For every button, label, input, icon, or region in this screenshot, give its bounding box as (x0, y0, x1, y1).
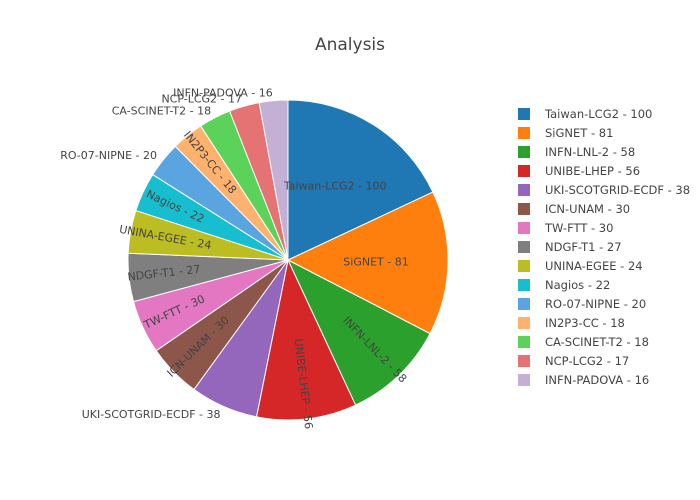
legend-label[interactable]: Nagios - 22 (545, 278, 610, 292)
legend-swatch[interactable] (518, 184, 530, 196)
legend-swatch[interactable] (518, 203, 530, 215)
legend-swatch[interactable] (518, 374, 530, 386)
pie-slice-infn-padova[interactable] (258, 99, 289, 261)
slice-label: INFN-PADOVA - 16 (173, 87, 273, 100)
slice-label: SiGNET - 81 (343, 256, 408, 269)
slice-label: RO-07-NIPNE - 20 (60, 149, 157, 162)
legend-label[interactable]: INFN-LNL-2 - 58 (545, 145, 635, 159)
legend-swatch[interactable] (518, 260, 530, 272)
legend-label[interactable]: Taiwan-LCG2 - 100 (544, 107, 652, 121)
legend-swatch[interactable] (518, 317, 530, 329)
legend-swatch[interactable] (518, 127, 530, 139)
legend-swatch[interactable] (518, 298, 530, 310)
pie-slice-signet[interactable] (286, 191, 449, 335)
legend-label[interactable]: SiGNET - 81 (545, 126, 613, 140)
legend-label[interactable]: UNIBE-LHEP - 56 (545, 164, 640, 178)
legend-label[interactable]: CA-SCINET-T2 - 18 (545, 335, 649, 349)
legend-label[interactable]: RO-07-NIPNE - 20 (545, 297, 646, 311)
legend-label[interactable]: NCP-LCG2 - 17 (545, 354, 629, 368)
legend: Taiwan-LCG2 - 100 SiGNET - 81 INFN-LNL-2 -… (518, 107, 690, 387)
legend-label[interactable]: IN2P3-CC - 18 (545, 316, 625, 330)
slice-label: NCP-LCG2 - 17 (161, 92, 242, 105)
legend-swatch[interactable] (518, 165, 530, 177)
chart-title: Analysis (315, 35, 385, 55)
pie-slices (127, 99, 449, 421)
slice-label: CA-SCINET-T2 - 18 (112, 105, 211, 118)
slice-label: UKI-SCOTGRID-ECDF - 38 (82, 408, 221, 421)
legend-label[interactable]: UKI-SCOTGRID-ECDF - 38 (545, 183, 690, 197)
legend-swatch[interactable] (518, 355, 530, 367)
legend-swatch[interactable] (518, 108, 530, 120)
legend-label[interactable]: UNINA-EGEE - 24 (545, 259, 643, 273)
legend-label[interactable]: TW-FTT - 30 (544, 221, 613, 235)
legend-label[interactable]: INFN-PADOVA - 16 (545, 373, 649, 387)
pie-slice-unibe-lhep[interactable] (255, 258, 357, 421)
pie-slice-taiwan-lcg2[interactable] (287, 99, 434, 261)
slice-label: Taiwan-LCG2 - 100 (283, 180, 387, 193)
legend-label[interactable]: NDGF-T1 - 27 (545, 240, 622, 254)
legend-label[interactable]: ICN-UNAM - 30 (545, 202, 630, 216)
pie-slice-infn-lnl-2[interactable] (286, 258, 431, 406)
legend-swatch[interactable] (518, 336, 530, 348)
legend-swatch[interactable] (518, 146, 530, 158)
legend-swatch[interactable] (518, 241, 530, 253)
legend-swatch[interactable] (518, 279, 530, 291)
legend-swatch[interactable] (518, 222, 530, 234)
